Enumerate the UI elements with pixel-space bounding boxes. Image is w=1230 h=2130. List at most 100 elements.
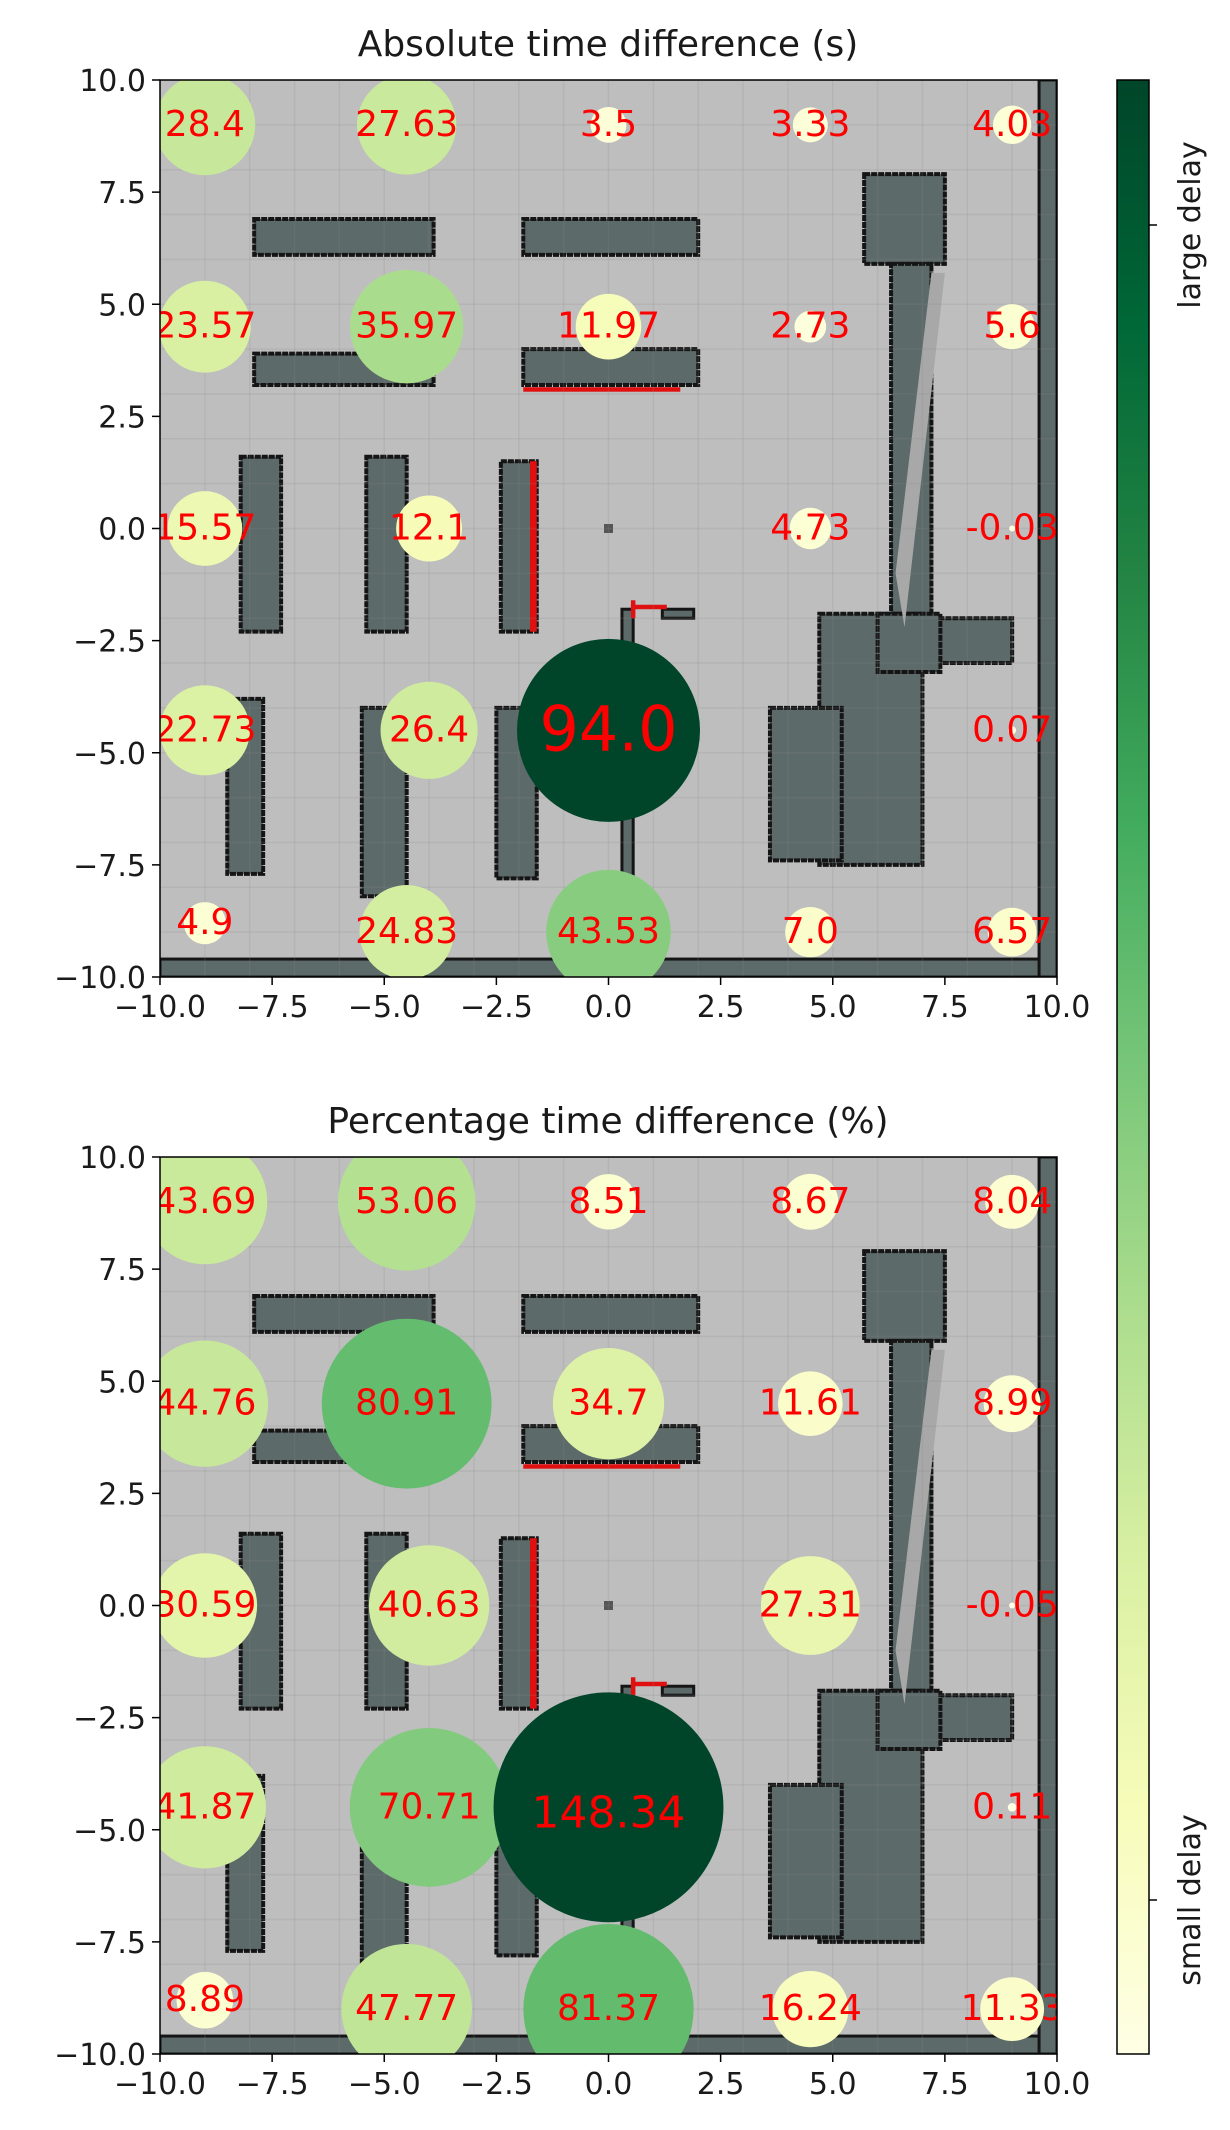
data-point-marker <box>785 907 836 958</box>
x-axis: −10.0 −7.5 −5.0 −2.5 0.0 2.5 5.0 7.5 10.0 <box>114 977 1090 1025</box>
absolute-difference-panel: Absolute time difference (s) 28.4 27.63 3.… <box>54 24 1090 1025</box>
x-axis: −10.0 −7.5 −5.0 −2.5 0.0 2.5 5.0 7.5 10.0 <box>114 2054 1090 2102</box>
data-point-marker <box>985 1174 1040 1229</box>
y-tick-label: −7.5 <box>73 849 146 884</box>
data-label: 16.24 <box>759 1988 862 2029</box>
map-wall <box>660 607 696 620</box>
x-tick-label: 5.0 <box>809 2067 857 2102</box>
x-tick-label: −2.5 <box>460 990 533 1025</box>
map-obstacle <box>238 454 284 634</box>
map-obstacle <box>875 611 943 675</box>
y-tick-label: 0.0 <box>98 1590 146 1625</box>
data-point-marker <box>493 1692 724 1923</box>
data-label: 24.83 <box>355 911 458 952</box>
map-origin-marker <box>604 1601 613 1610</box>
data-point-marker <box>989 304 1035 350</box>
data-label: 41.87 <box>153 1786 256 1827</box>
map-obstacle <box>521 217 701 257</box>
y-tick-label: −10.0 <box>54 2038 146 2073</box>
y-tick-label: −5.0 <box>73 737 146 772</box>
data-label: 26.4 <box>389 709 469 750</box>
data-label: 94.0 <box>539 692 677 765</box>
map-obstacle <box>862 172 947 266</box>
y-axis: 10.0 7.5 5.0 2.5 0.0 −2.5 −5.0 −7.5 −10.0 <box>54 1141 160 2073</box>
map-edge-highlight <box>523 387 681 392</box>
data-point-marker <box>1008 726 1017 735</box>
map-edge-highlight <box>523 1464 681 1469</box>
data-point-marker <box>160 685 250 776</box>
map-wall <box>660 1684 696 1697</box>
data-point-marker <box>516 638 701 822</box>
x-tick-label: −5.0 <box>348 2067 421 2102</box>
y-tick-label: −7.5 <box>73 1926 146 1961</box>
data-label: 28.4 <box>165 104 245 145</box>
data-label: 0.11 <box>972 1786 1052 1827</box>
y-tick-label: 7.5 <box>98 176 146 211</box>
data-label: 81.37 <box>557 1988 660 2029</box>
data-point-marker <box>321 1318 492 1489</box>
y-tick-label: 5.0 <box>98 1365 146 1400</box>
data-point-marker <box>337 1157 476 1271</box>
colorbar-label-small-delay: small delay <box>1173 1814 1208 1985</box>
map-obstacle <box>929 616 1015 666</box>
data-point-marker <box>176 1971 234 2029</box>
y-tick-label: 7.5 <box>98 1253 146 1288</box>
data-points: 28.4 27.63 3.5 3.33 4.03 23.57 35.97 11.97 2.73 5… <box>153 80 1059 977</box>
data-label: 8.51 <box>568 1181 648 1222</box>
data-label: 27.31 <box>759 1585 862 1626</box>
y-tick-label: 0.0 <box>98 513 146 548</box>
map-edge-highlight <box>530 461 537 632</box>
y-tick-label: −10.0 <box>54 961 146 996</box>
data-label: 23.57 <box>153 306 256 347</box>
data-label: 30.59 <box>153 1585 256 1626</box>
data-point-marker <box>160 280 251 373</box>
data-point-marker <box>580 1174 637 1230</box>
colorbar: large delay small delay <box>1116 79 1208 2055</box>
data-label: 11.33 <box>961 1988 1064 2029</box>
data-label: 2.73 <box>770 306 850 347</box>
data-point-marker <box>349 1727 509 1887</box>
map-edge-highlight <box>530 1538 537 1709</box>
data-label: 11.97 <box>557 306 660 347</box>
data-point-marker <box>778 1371 843 1436</box>
data-label: 3.33 <box>770 104 850 145</box>
grid-lines <box>160 80 1057 977</box>
data-label: 7.0 <box>782 911 839 952</box>
occupancy-map <box>160 80 1057 977</box>
data-label: 4.9 <box>176 902 233 943</box>
y-tick-label: −2.5 <box>73 625 146 660</box>
data-point-marker <box>575 293 642 360</box>
x-tick-label: 2.5 <box>697 990 745 1025</box>
data-point-marker <box>792 107 828 143</box>
data-point-marker <box>760 1556 860 1655</box>
data-points: 43.69 53.06 8.51 8.67 8.04 44.76 80.91 34.7 11.6… <box>153 1157 1064 2054</box>
data-label: 70.71 <box>378 1786 481 1827</box>
data-label: 44.76 <box>153 1383 256 1424</box>
x-tick-label: 7.5 <box>921 990 969 1025</box>
data-point-marker <box>160 1157 268 1265</box>
y-tick-label: 2.5 <box>98 400 146 435</box>
x-tick-label: −7.5 <box>236 990 309 1025</box>
data-point-marker <box>380 681 478 779</box>
data-point-marker <box>1009 525 1016 532</box>
data-label: 0.07 <box>972 709 1052 750</box>
data-label: 4.73 <box>770 508 850 549</box>
y-tick-label: −2.5 <box>73 1702 146 1737</box>
data-label: 148.34 <box>532 1787 686 1838</box>
data-point-marker <box>523 1924 694 2054</box>
data-point-marker <box>552 1348 665 1460</box>
data-label: 22.73 <box>153 709 256 750</box>
data-label: 15.57 <box>153 508 256 549</box>
data-label: 43.53 <box>557 911 660 952</box>
map-obstacle <box>875 1688 943 1752</box>
data-point-marker <box>368 1545 490 1666</box>
data-point-marker <box>590 106 627 143</box>
data-point-marker <box>782 1173 839 1230</box>
map-origin-marker <box>604 524 613 533</box>
data-point-marker <box>167 491 243 566</box>
data-point-marker <box>983 1375 1041 1433</box>
x-tick-label: 7.5 <box>921 2067 969 2102</box>
data-label: -0.03 <box>966 508 1059 549</box>
x-tick-label: −10.0 <box>114 2067 206 2102</box>
